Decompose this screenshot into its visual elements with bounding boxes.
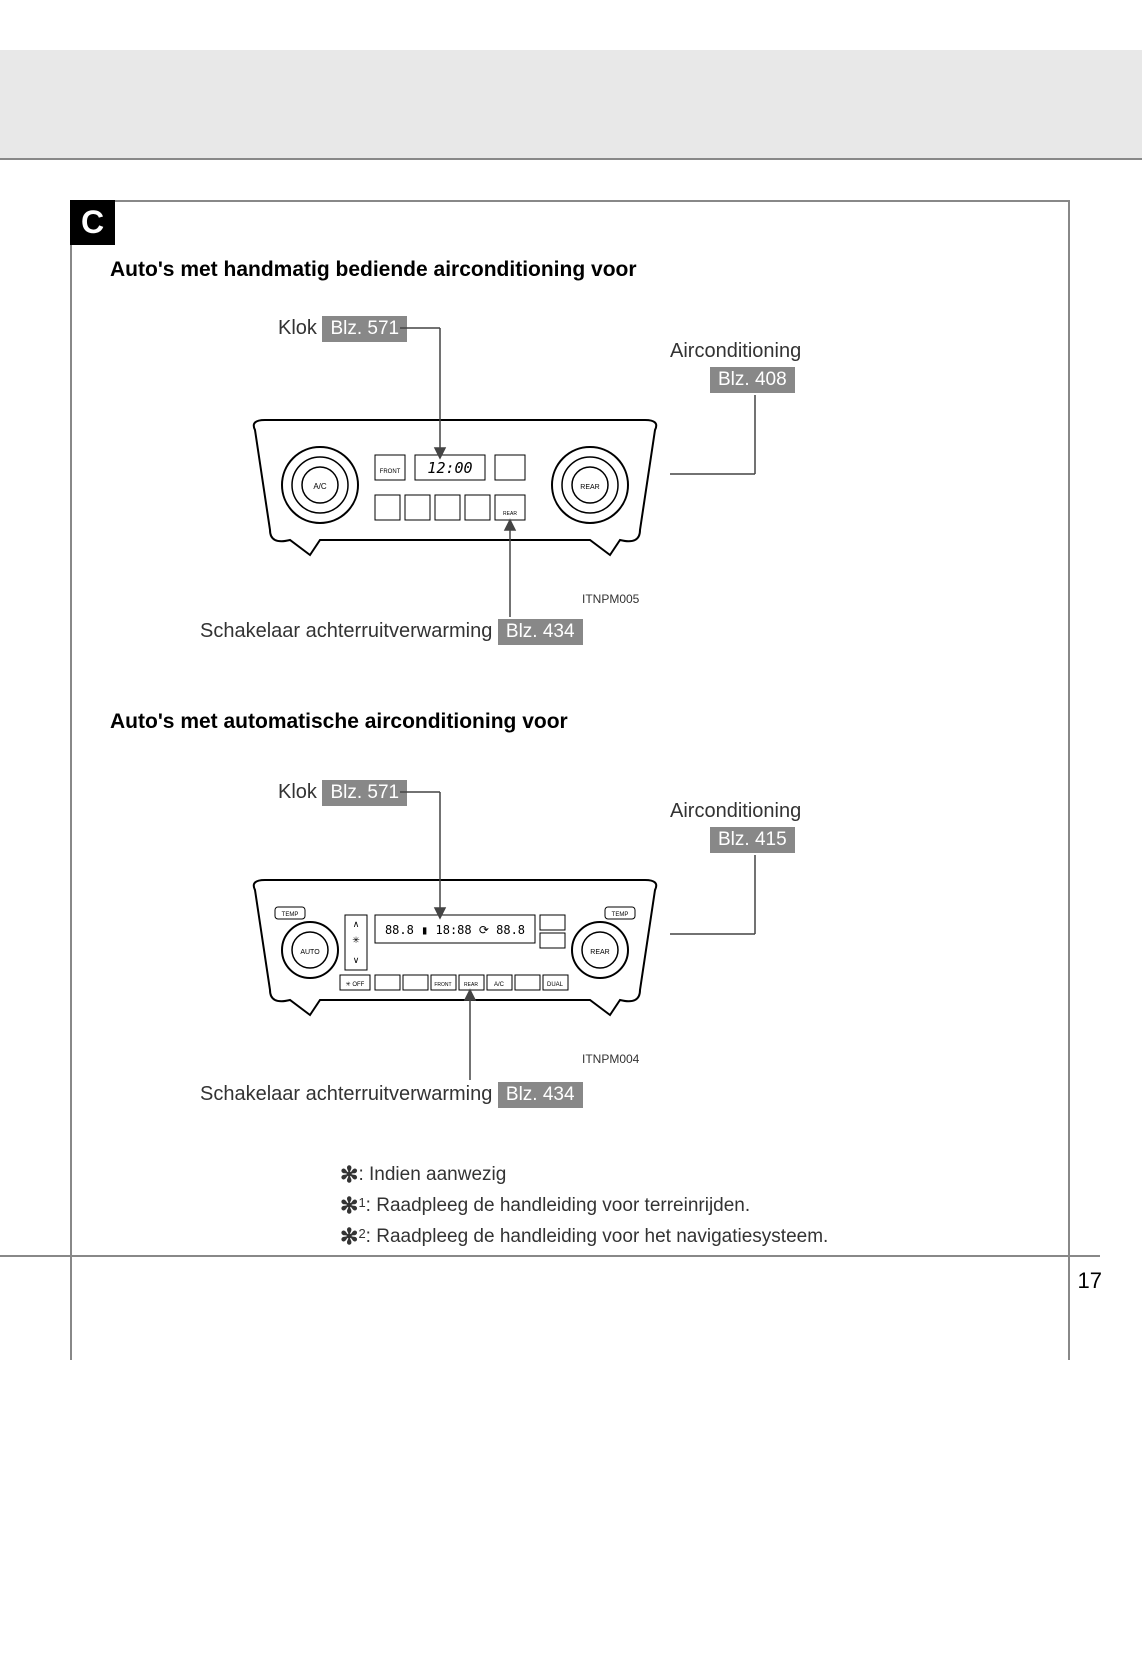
- leaders-2: [0, 0, 1142, 1200]
- page-number: 17: [1078, 1268, 1102, 1634]
- footnote-0: ✻: Indien aanwezig: [340, 1160, 828, 1191]
- footnote-1: ✻1: Raadpleeg de handleiding voor terrei…: [340, 1191, 828, 1222]
- footnote-2: ✻2: Raadpleeg de handleiding voor het na…: [340, 1222, 828, 1253]
- bottom-rule: [0, 1255, 1100, 1257]
- footnotes: ✻: Indien aanwezig ✻1: Raadpleeg de hand…: [340, 1160, 828, 1252]
